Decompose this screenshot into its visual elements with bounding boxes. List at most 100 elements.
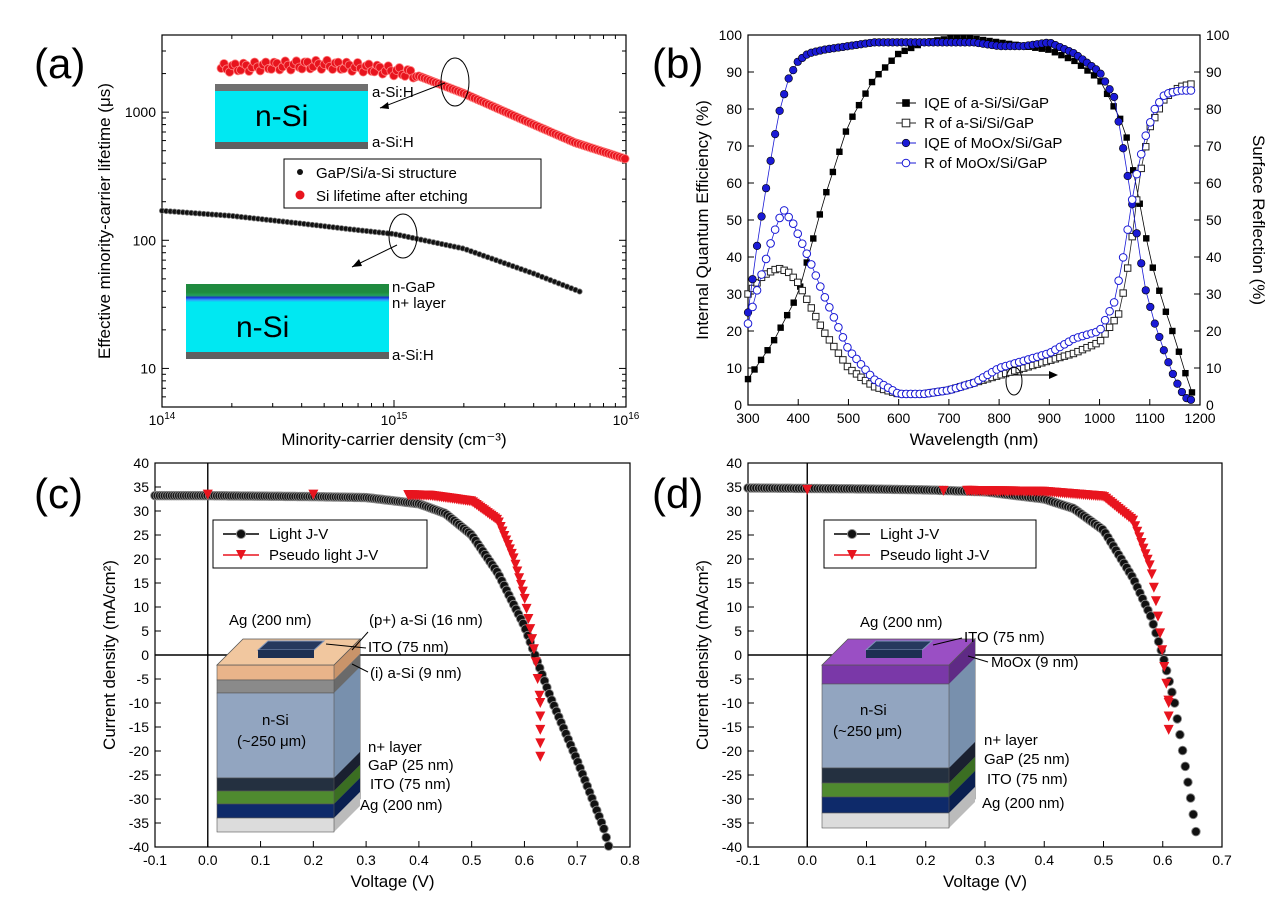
pseudo-jv-point (202, 489, 213, 500)
series-point (784, 212, 793, 222)
series-point (1058, 51, 1065, 59)
light-jv-point (1185, 793, 1196, 803)
legend-marker (901, 118, 911, 128)
x-tick-label: 800 (987, 410, 1011, 426)
series-point (798, 286, 806, 295)
inset-side-layer (334, 765, 360, 804)
series-point (1105, 85, 1114, 94)
x-tick-label: 0.6 (515, 852, 535, 868)
inset-label: Ag (200 nm) (860, 614, 943, 631)
pseudo-jv-point (1142, 554, 1153, 565)
series-point (807, 304, 815, 312)
legend-marker-black (297, 169, 303, 175)
pseudo-jv-point (802, 484, 813, 495)
inset-side-layer (949, 658, 975, 768)
y-tick-label: -15 (129, 719, 149, 735)
y-tick-label-right: 100 (1206, 27, 1230, 43)
y-tick-label: 15 (133, 575, 149, 591)
pseudo-jv-point (517, 586, 528, 597)
series-point (1123, 264, 1132, 272)
series-point (751, 366, 758, 373)
series-point (757, 212, 766, 221)
series-point (1110, 103, 1117, 110)
pseudo-jv-point (525, 624, 536, 635)
y-tick-label: 1000 (125, 104, 156, 120)
series-point (894, 50, 902, 58)
series-point (1123, 134, 1130, 141)
legend: IQE of a-Si/Si/GaP R of a-Si/Si/GaP IQE of… (896, 95, 1062, 172)
y-tick-label: 20 (726, 551, 742, 567)
series-point (1156, 287, 1163, 294)
inset-side-layer (949, 787, 975, 828)
inset-layer-nsi (186, 302, 389, 352)
x-axis-label: Minority-carrier density (cm⁻³) (281, 430, 506, 449)
series-point (793, 229, 803, 238)
pseudo-jv-point (1128, 515, 1139, 526)
series-point (794, 278, 802, 287)
pseudo-jv-point (535, 711, 546, 722)
series-point (1159, 346, 1168, 355)
series-point (855, 101, 863, 109)
series-point (1155, 332, 1164, 342)
y-tick-label-right: 70 (1206, 138, 1222, 154)
series-point (784, 268, 793, 277)
y-tick-label-right: 0 (1206, 397, 1214, 413)
x-tick-label: 400 (787, 410, 811, 426)
pseudo-jv-point (1153, 611, 1164, 622)
series-point (1143, 235, 1150, 242)
x-tick-label: 0.0 (198, 852, 218, 868)
inset-label-thickness: (~250 μm) (237, 733, 306, 750)
series-point (839, 356, 847, 364)
y-axis-label: Current density (mA/cm²) (693, 560, 712, 750)
series-point (812, 312, 820, 321)
x-tick-label: 0.7 (567, 852, 587, 868)
annotation-arrow (379, 82, 446, 109)
y-tick-label: -35 (129, 815, 149, 831)
series-point (834, 349, 843, 357)
series-point (1155, 98, 1164, 107)
series-point (816, 211, 824, 218)
pseudo-jv-point (1130, 521, 1141, 532)
pseudo-jv-point (523, 614, 534, 624)
series-point (748, 275, 757, 284)
y-tick-label: 5 (141, 623, 149, 639)
legend-label: GaP/Si/a-Si structure (316, 165, 457, 182)
inset-layer-nplus (216, 777, 335, 792)
pseudo-jv-point (521, 603, 532, 614)
series-point (1114, 117, 1123, 126)
inset-label: a-Si:H (392, 347, 434, 364)
series-point (757, 356, 765, 364)
inset-side-layer (949, 742, 975, 783)
series-point (780, 90, 789, 99)
inset-layer-nsi (215, 91, 368, 142)
light-jv-point (1145, 611, 1156, 621)
series-point (1096, 69, 1105, 78)
inset-pointer (325, 643, 367, 649)
pseudo-jv-point (1155, 628, 1166, 639)
annotation-ellipse (440, 57, 470, 107)
series-point (825, 303, 834, 312)
y-tick-label: -15 (722, 719, 742, 735)
y-tick-label: 80 (726, 101, 742, 117)
black-series-point (576, 288, 583, 295)
inset-side-layer (334, 654, 360, 693)
y-tick-label: 100 (133, 232, 157, 248)
pseudo-jv-point (1144, 560, 1155, 571)
inset-label-nsi: n-Si (262, 712, 289, 729)
series-point (1182, 369, 1189, 377)
inset-layer-nplus (186, 292, 389, 302)
y-tick-label: 60 (726, 175, 742, 191)
series-point (743, 319, 753, 328)
y-tick-label: 40 (133, 455, 149, 471)
inset-side-layer (949, 757, 975, 797)
pseudo-jv-point (1157, 645, 1168, 656)
inset-layer-ag (821, 812, 950, 829)
x-tick-label: 0.8 (620, 852, 640, 868)
panel-label: (a) (34, 40, 85, 87)
series-point (1109, 298, 1119, 307)
series-point (797, 239, 807, 248)
pseudo-jv-point (510, 559, 521, 570)
series-point (790, 299, 797, 306)
series-point (789, 66, 798, 75)
